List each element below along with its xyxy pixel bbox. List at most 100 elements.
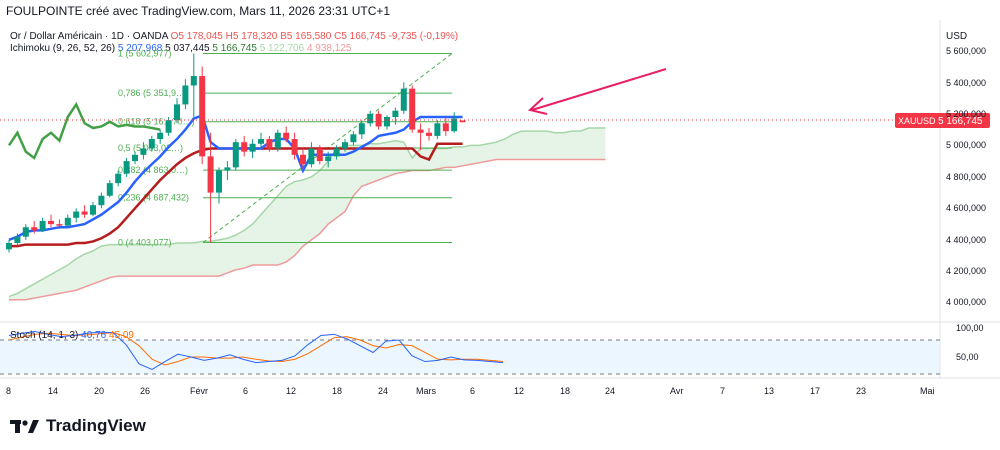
candle-body [31,227,38,231]
candle [199,66,206,165]
ichimoku-lagging-value: 5 166,745 [212,43,257,54]
x-tick: 12 [286,386,296,396]
candle-body [165,120,172,133]
x-tick: 6 [243,386,248,396]
y-tick: 5 600,000 [946,46,986,56]
candle-body [392,110,399,117]
x-tick: 23 [856,386,866,396]
candle-body [409,88,416,130]
x-tick: 13 [764,386,774,396]
candle [316,145,323,165]
stoch-tick: 100,00 [956,323,984,333]
ichimoku-label[interactable]: Ichimoku (9, 26, 52, 26) [10,43,116,54]
candle-body [249,143,256,152]
candle [409,85,416,133]
candle-body [132,154,138,162]
candle [224,161,231,180]
candle-body [384,117,390,127]
x-tick: Mai [920,386,935,396]
fib-level-label: 0,618 (5 16…70…) [118,117,195,127]
symbol-legend: Or / Dollar Américain · 1D · OANDA O5 17… [10,31,458,42]
close-value: C5 166,745 [334,31,386,42]
price-axis[interactable]: 5 600,000 5 400,000 5 200,000 5 000,000 … [946,46,986,307]
candle [6,239,12,253]
candle [106,180,113,198]
candle-body [207,156,214,193]
price-badge-bg [895,113,990,128]
x-tick: 18 [560,386,570,396]
candle-body [266,139,273,149]
symbol-name[interactable]: Or / Dollar Américain · 1D · OANDA [10,31,168,42]
candle-body [90,205,96,215]
candle-body [148,139,155,149]
candle [190,53,197,117]
candle [31,220,38,234]
candlesticks [6,53,466,253]
ichimoku-lines [7,101,463,248]
candle [14,233,21,247]
candle [148,135,155,152]
x-tick: 14 [48,386,58,396]
candle [451,112,458,133]
y-tick: 4 400,000 [946,235,986,245]
candle-body [6,243,12,250]
candle-body [48,220,54,225]
time-axis[interactable]: 8 14 20 26 Févr 6 12 18 24 Mars 6 12 18 … [6,386,935,396]
open-value: O5 178,045 [170,31,223,42]
candle-body [73,211,80,218]
candle [392,107,399,125]
x-tick: 20 [94,386,104,396]
x-tick: 12 [514,386,524,396]
candle [442,117,449,136]
candle-body [325,156,332,162]
low-value: B5 165,580 [280,31,332,42]
candle-body [291,139,298,155]
candle [73,208,80,223]
annotation-arrow[interactable] [527,68,667,115]
fib-level-label: 0,786 (5 351,9…) [118,88,188,98]
fib-level-label: 0 (4 403,077) [118,238,172,248]
x-tick: Mars [416,386,436,396]
x-tick: 8 [6,386,11,396]
candle [132,151,138,165]
candle [48,214,54,228]
stoch-label[interactable]: Stoch (14, 1, 3) [10,330,79,341]
candle [375,110,382,130]
candle [232,139,239,171]
ichimoku-span-b-value: 4 938,125 [306,43,352,54]
candle [241,135,248,157]
candle-body [232,142,239,168]
x-tick: 24 [378,386,388,396]
ichimoku-legend: Ichimoku (9, 26, 52, 26) 5 207,968 5 037… [10,43,351,54]
candle [258,132,264,149]
candle-body [56,224,63,226]
candle-body [123,161,130,174]
candle [174,98,180,124]
candle-body [300,154,306,165]
candle [123,157,130,177]
tradingview-logo[interactable]: TradingView [10,416,146,436]
candle-body [22,227,29,237]
x-tick: 7 [720,386,725,396]
x-tick: Févr [190,386,208,396]
candle-body [216,170,222,193]
candle-body [333,148,340,157]
candle [434,120,441,140]
conversion-line [8,113,463,242]
candle [342,139,348,152]
candle-body [375,113,382,127]
candle-body [442,123,449,132]
x-tick: 18 [332,386,342,396]
stoch-k-value: 40,76 [81,330,107,341]
candle [64,214,71,228]
candle-body [98,195,105,206]
ichimoku-base-value: 5 037,445 [165,43,210,54]
candle [350,131,357,146]
candle [274,129,281,152]
stoch-legend: Stoch (14, 1, 3) 40,76 45,09 [10,330,134,341]
candle [249,139,256,158]
candle-body [308,148,315,165]
candle [182,79,189,110]
stoch-axis[interactable]: 100,00 50,00 [956,323,984,362]
